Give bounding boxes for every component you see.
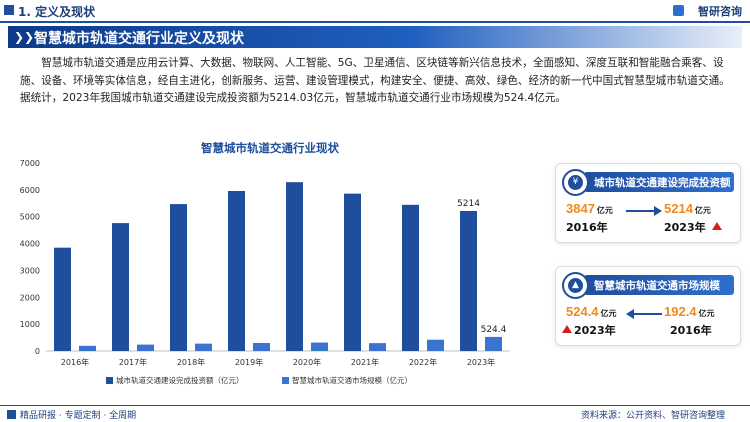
bar-market [311,342,328,351]
brand-name: 智研咨询 [698,5,742,18]
top-bar: 1. 定义及现状 智研咨询 [0,0,750,22]
bar-investment [402,204,419,351]
bar-market [195,343,212,351]
bar-market [369,343,386,351]
bar-market [427,339,444,351]
bar-investment [54,247,71,351]
footer-divider [0,405,750,406]
increase-arrow-icon [562,325,572,333]
legend-label: 城市轨道交通建设完成投资额（亿元） [116,375,244,385]
x-tick-label: 2023年 [467,357,495,367]
market-badge: ▲ [562,272,589,299]
x-tick-label: 2021年 [351,357,379,367]
data-label: 5214 [457,199,480,209]
legend-swatch [282,377,289,384]
y-tick-label: 6000 [20,186,40,195]
y-tick-label: 2000 [20,293,40,302]
x-tick-label: 2017年 [119,357,147,367]
legend-label: 智慧城市轨道交通市场规模（亿元） [292,375,412,385]
y-tick-label: 0 [35,347,40,356]
bar-investment [344,193,361,351]
investment-to-year: 2023年 [664,221,706,234]
bar-market [253,342,270,351]
y-tick-label: 5000 [20,213,40,222]
investment-to-value: 5214 亿元 [664,201,711,216]
market-old-year: 2016年 [670,324,712,337]
investment-from-value: 3847 亿元 [566,201,613,216]
market-card-title: 智慧城市轨道交通市场规模 [594,280,720,292]
y-tick-label: 4000 [20,240,40,249]
market-card-header: 智慧城市轨道交通市场规模 [584,275,734,295]
chevron-icon: ❯❯ [14,30,35,44]
market-old-value: 192.4 亿元 [664,304,715,319]
market-card: 智慧城市轨道交通市场规模 ▲ 524.4 亿元 2023年 192.4 亿元 201… [555,266,741,346]
bar-investment [460,210,477,351]
investment-badge: ¥ [562,169,589,196]
footer-logo-icon [7,410,16,419]
bar-market [79,345,96,351]
y-tick-label: 7000 [20,159,40,168]
brand-logo-icon [673,5,684,16]
page-title: 智慧城市轨道交通行业定义及现状 [34,31,244,47]
top-divider [0,21,750,23]
footer-source: 资料来源：公开资料、智研咨询整理 [580,411,725,421]
x-tick-label: 2019年 [235,357,263,367]
y-tick-label: 1000 [20,320,40,329]
increase-arrow-icon [712,222,722,230]
chart-title: 智慧城市轨道交通行业现状 [201,141,339,155]
chart-growth-icon: ▲ [572,280,579,290]
market-new-year: 2023年 [574,324,616,337]
legend-swatch [106,377,113,384]
investment-card-title: 城市轨道交通建设完成投资额 [594,177,731,189]
bar-investment [170,204,187,351]
market-new-value: 524.4 亿元 [566,304,617,319]
intro-paragraph: 智慧城市轨道交通是应用云计算、大数据、物联网、人工智能、5G、卫星通信、区块链等… [20,57,730,104]
money-icon: ¥ [572,177,579,187]
arrow-right-icon [626,206,662,216]
footer-tagline: 精品研报 · 专题定制 · 全周期 [20,411,137,421]
bar-market [137,344,154,351]
investment-card: 城市轨道交通建设完成投资额 ¥ 3847 亿元 2016年 5214 亿元 2023… [555,163,741,243]
bar-chart: 0 1000 2000 3000 4000 5000 6000 7000 2016年 2017年 2… [20,159,510,385]
y-tick-label: 3000 [20,266,40,275]
x-tick-label: 2018年 [177,357,205,367]
bar-investment [286,182,303,351]
investment-card-header: 城市轨道交通建设完成投资额 [584,172,734,192]
x-tick-label: 2016年 [61,357,89,367]
section-label: 1. 定义及现状 [18,5,96,19]
x-tick-label: 2022年 [409,357,437,367]
investment-from-year: 2016年 [566,221,608,234]
title-band: ❯❯ 智慧城市轨道交通行业定义及现状 [8,26,742,48]
bar-market [485,336,502,351]
x-tick-label: 2020年 [293,357,321,367]
footer: 精品研报 · 专题定制 · 全周期 资料来源：公开资料、智研咨询整理 [0,405,750,422]
bar-investment [112,223,129,351]
arrow-left-icon [626,309,662,319]
section-marker-icon [4,5,14,15]
data-label: 524.4 [481,325,507,335]
bar-investment [228,190,245,351]
